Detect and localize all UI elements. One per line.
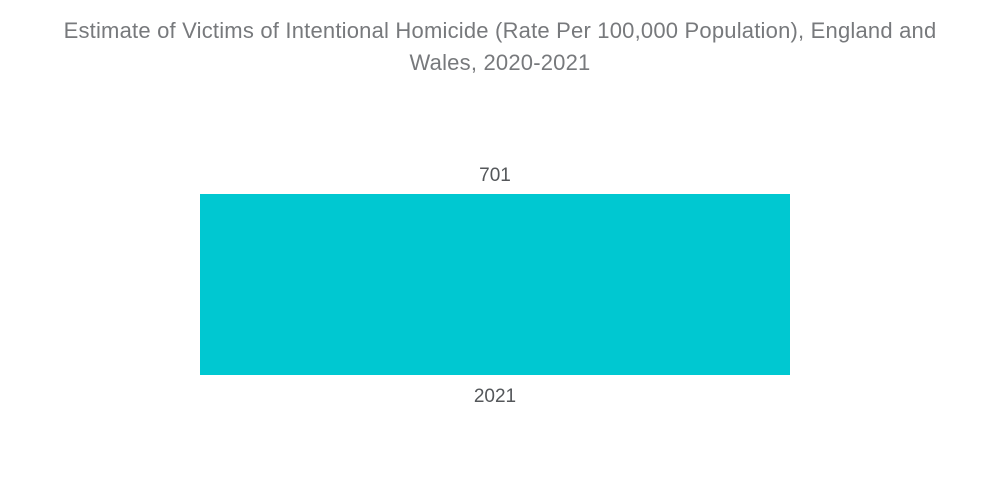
bar-2021: [200, 194, 790, 375]
bar-value-label: 701: [479, 165, 511, 186]
chart-title-line2: Wales, 2020-2021: [409, 50, 591, 75]
chart-title: Estimate of Victims of Intentional Homic…: [0, 15, 1000, 79]
category-label: 2021: [473, 386, 517, 407]
chart-title-line1: Estimate of Victims of Intentional Homic…: [63, 18, 937, 43]
plot-area: 701 2021: [200, 0, 790, 504]
